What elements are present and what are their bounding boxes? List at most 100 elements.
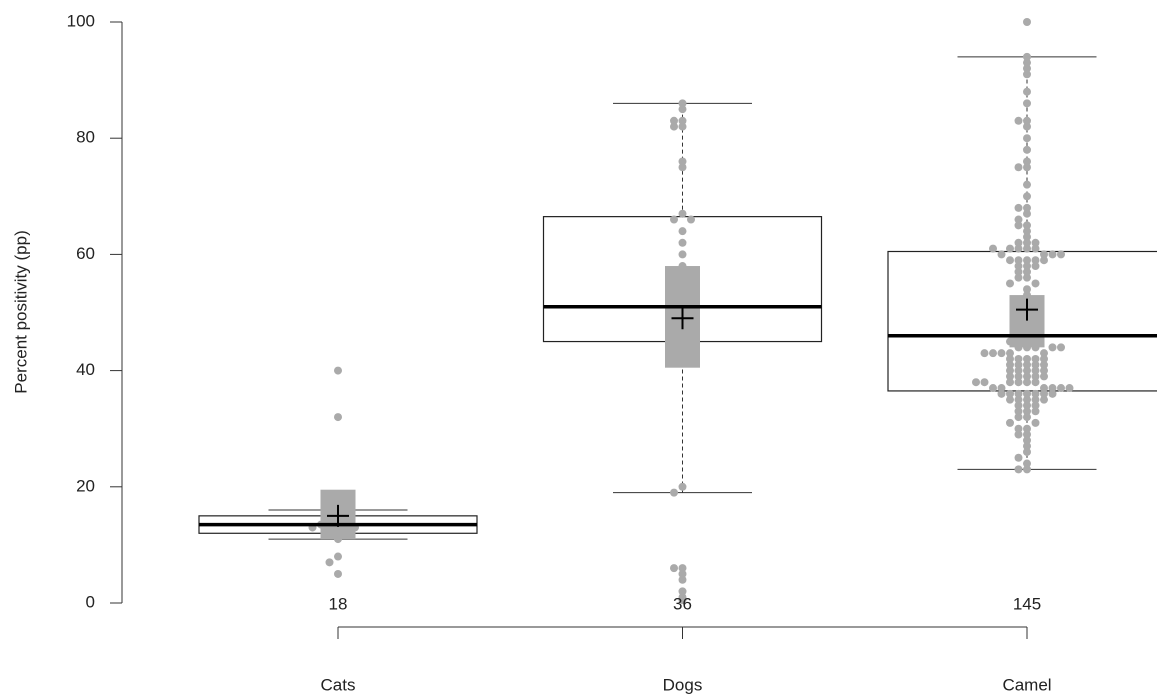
data-point (1031, 372, 1040, 381)
data-point (1023, 232, 1031, 241)
data-point (678, 116, 687, 125)
y-tick-label: 0 (86, 592, 95, 611)
data-point (1014, 401, 1023, 410)
data-point (1040, 389, 1048, 398)
data-point (1023, 372, 1031, 381)
data-point (1014, 453, 1023, 462)
data-point (670, 488, 678, 497)
data-point (1006, 349, 1014, 358)
data-point (1023, 122, 1031, 131)
data-point (678, 99, 687, 108)
y-axis-label: Percent positivity (pp) (11, 230, 30, 393)
y-tick-label: 40 (76, 360, 95, 379)
data-point (1023, 163, 1031, 172)
data-point (1023, 378, 1031, 387)
data-point (1014, 262, 1023, 271)
data-point (1006, 418, 1014, 427)
data-point (1031, 256, 1040, 265)
data-point (1023, 401, 1031, 410)
data-point (1023, 447, 1031, 456)
data-point (670, 116, 678, 125)
data-point (997, 389, 1006, 398)
y-tick-label: 60 (76, 244, 95, 263)
data-point (1023, 413, 1031, 422)
data-point (1023, 180, 1031, 189)
data-point (1014, 389, 1023, 398)
data-point (1031, 389, 1040, 398)
data-point (1040, 372, 1048, 381)
data-point (1023, 262, 1031, 271)
data-point (1014, 360, 1023, 369)
data-point (1006, 372, 1014, 381)
data-point (1031, 395, 1040, 404)
data-point (1048, 389, 1057, 398)
data-point (1023, 436, 1031, 445)
data-point (1023, 267, 1031, 276)
data-point (1023, 430, 1031, 439)
data-point (678, 587, 687, 596)
data-point (1014, 413, 1023, 422)
data-point (1065, 384, 1074, 393)
data-point (1040, 349, 1048, 358)
data-point (1031, 378, 1040, 387)
data-point (1014, 244, 1023, 253)
data-point (1048, 343, 1057, 352)
data-point (1014, 407, 1023, 416)
data-point (1023, 192, 1031, 201)
data-point (1014, 116, 1023, 125)
data-point (678, 163, 687, 172)
data-point (1014, 424, 1023, 433)
count-label: 18 (329, 594, 348, 613)
data-point (1023, 238, 1031, 247)
data-point (687, 215, 695, 224)
data-point (1014, 273, 1023, 282)
x-tick-label: Dogs (663, 675, 703, 694)
data-point (989, 349, 997, 358)
data-point (1040, 366, 1048, 375)
data-point (1031, 238, 1040, 247)
data-point (1023, 354, 1031, 363)
data-point (1031, 244, 1040, 253)
data-point (334, 569, 342, 578)
data-point (1006, 256, 1014, 265)
data-point (1031, 407, 1040, 416)
data-point (1014, 366, 1023, 375)
data-point (1040, 384, 1048, 393)
data-point (1014, 215, 1023, 224)
count-label: 145 (1013, 594, 1041, 613)
data-point (989, 244, 997, 253)
data-point (972, 378, 980, 387)
data-point (1057, 343, 1065, 352)
data-point (670, 564, 678, 573)
data-point (1023, 134, 1031, 143)
data-point (678, 122, 687, 131)
data-point (1031, 279, 1040, 288)
data-point (1023, 360, 1031, 369)
data-point (1023, 209, 1031, 218)
data-point (997, 384, 1006, 393)
data-point (1023, 70, 1031, 79)
data-point (1031, 262, 1040, 271)
data-point (1014, 238, 1023, 247)
data-point (678, 238, 687, 247)
count-label: 36 (673, 594, 692, 613)
data-point (1014, 372, 1023, 381)
data-point (678, 569, 687, 578)
data-point (1006, 244, 1014, 253)
data-point (678, 596, 687, 605)
data-point (1006, 389, 1014, 398)
data-point (678, 575, 687, 584)
mean-marker (1016, 298, 1038, 321)
data-point (1057, 384, 1065, 393)
data-point (1006, 395, 1014, 404)
data-point (1023, 285, 1031, 294)
data-point (1023, 64, 1031, 73)
mean-marker (327, 504, 349, 527)
data-point (1014, 221, 1023, 230)
data-point (1048, 384, 1057, 393)
data-point (1014, 354, 1023, 363)
data-point (1006, 354, 1014, 363)
data-point (1014, 395, 1023, 404)
data-point (334, 552, 342, 561)
data-point (997, 250, 1006, 259)
